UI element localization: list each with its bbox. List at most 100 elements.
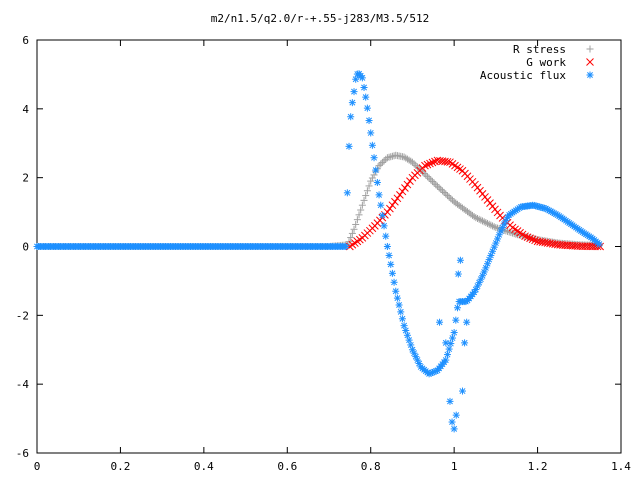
- y-tick-label: -6: [16, 447, 29, 460]
- r-stress-point: [410, 160, 418, 168]
- r-stress-point: [445, 193, 453, 201]
- r-stress-point: [477, 216, 485, 224]
- acoustic-flux-point: [452, 411, 460, 419]
- axis-ticks: [36, 39, 622, 454]
- g-work-point: [528, 235, 537, 244]
- r-stress-point: [475, 215, 483, 223]
- acoustic-flux-point: [383, 243, 391, 250]
- acoustic-flux-point: [348, 99, 356, 107]
- acoustic-flux-point: [410, 349, 418, 357]
- acoustic-flux-point: [448, 418, 456, 426]
- acoustic-flux-point: [395, 301, 403, 309]
- r-stress-point: [425, 174, 433, 182]
- acoustic-flux-point: [385, 251, 393, 259]
- g-work-point: [401, 184, 409, 192]
- r-stress-point: [472, 214, 480, 222]
- legend-marker: [586, 71, 594, 79]
- r-stress-point: [428, 177, 436, 185]
- acoustic-flux-point: [398, 315, 406, 323]
- acoustic-flux-point: [447, 340, 455, 348]
- r-stress-point: [505, 228, 513, 236]
- x-tick-label: 0: [34, 460, 41, 473]
- g-work-point: [383, 208, 392, 216]
- r-stress-point: [482, 219, 490, 227]
- acoustic-flux-point: [387, 260, 395, 268]
- acoustic-flux-point: [372, 166, 380, 174]
- acoustic-flux-point: [367, 129, 375, 137]
- acoustic-flux-point: [363, 104, 371, 112]
- legend-label: R stress: [513, 43, 566, 56]
- acoustic-flux-point: [450, 425, 458, 433]
- r-stress-point: [435, 184, 443, 192]
- series-acoustic-flux: [33, 70, 603, 433]
- acoustic-flux-point: [448, 334, 456, 342]
- acoustic-flux-point: [342, 243, 350, 250]
- r-stress-point: [422, 171, 430, 179]
- acoustic-flux-point: [373, 178, 381, 186]
- y-tick-label: 6: [22, 34, 29, 47]
- r-stress-point: [412, 161, 420, 169]
- r-stress-point: [474, 214, 482, 222]
- acoustic-flux-point: [461, 339, 469, 347]
- acoustic-flux-point: [450, 329, 458, 337]
- acoustic-flux-point: [382, 232, 390, 240]
- r-stress-point: [368, 174, 376, 182]
- r-stress-point: [358, 201, 366, 209]
- legend-marker: [586, 45, 594, 53]
- acoustic-flux-point: [392, 287, 400, 295]
- r-stress-point: [492, 224, 500, 232]
- g-work-point: [428, 158, 437, 167]
- r-stress-point: [378, 158, 386, 166]
- acoustic-flux-point: [343, 189, 351, 197]
- r-stress-point: [348, 229, 356, 237]
- r-stress-point: [485, 220, 493, 228]
- r-stress-point: [437, 185, 445, 193]
- acoustic-flux-point: [352, 75, 360, 83]
- y-tick-label: 2: [22, 172, 29, 185]
- r-stress-point: [438, 187, 446, 195]
- r-stress-point: [408, 158, 416, 166]
- acoustic-flux-point: [358, 74, 366, 82]
- acoustic-flux-point: [456, 256, 464, 264]
- r-stress-point: [363, 187, 371, 195]
- acoustic-flux-point: [390, 278, 398, 286]
- acoustic-flux-point: [377, 201, 385, 209]
- r-stress-point: [380, 157, 388, 165]
- g-work-point: [398, 187, 407, 196]
- r-stress-point: [432, 181, 440, 189]
- r-stress-point: [377, 160, 385, 168]
- series-layer: [33, 70, 604, 433]
- g-work-point: [521, 232, 529, 241]
- x-tick-label: 0.2: [110, 460, 130, 473]
- r-stress-point: [375, 162, 383, 170]
- legend-marker: [586, 58, 594, 66]
- acoustic-flux-point: [347, 113, 355, 121]
- r-stress-point: [443, 192, 451, 200]
- x-tick-label: 1.2: [528, 460, 548, 473]
- acoustic-flux-point: [368, 141, 376, 149]
- r-stress-point: [487, 221, 495, 229]
- acoustic-flux-point: [454, 270, 462, 278]
- r-stress-point: [413, 163, 421, 171]
- x-tick-label: 0.6: [277, 460, 297, 473]
- r-stress-point: [362, 192, 370, 200]
- acoustic-flux-point: [362, 93, 370, 101]
- r-stress-point: [423, 173, 431, 181]
- acoustic-flux-point: [370, 154, 378, 162]
- g-work-point: [386, 204, 394, 213]
- r-stress-point: [433, 182, 441, 190]
- acoustic-flux-point: [378, 212, 386, 220]
- g-work-point: [423, 160, 432, 169]
- series-g-work: [346, 156, 604, 251]
- acoustic-flux-point: [380, 222, 388, 230]
- r-stress-point: [427, 176, 435, 184]
- y-tick-label: 4: [22, 103, 29, 116]
- g-work-point: [443, 157, 452, 166]
- legend-label: Acoustic flux: [480, 69, 566, 82]
- acoustic-flux-point: [413, 356, 421, 364]
- r-stress-point: [365, 182, 373, 190]
- r-stress-point: [484, 219, 492, 227]
- r-stress-point: [442, 190, 450, 198]
- r-stress-point: [418, 168, 426, 176]
